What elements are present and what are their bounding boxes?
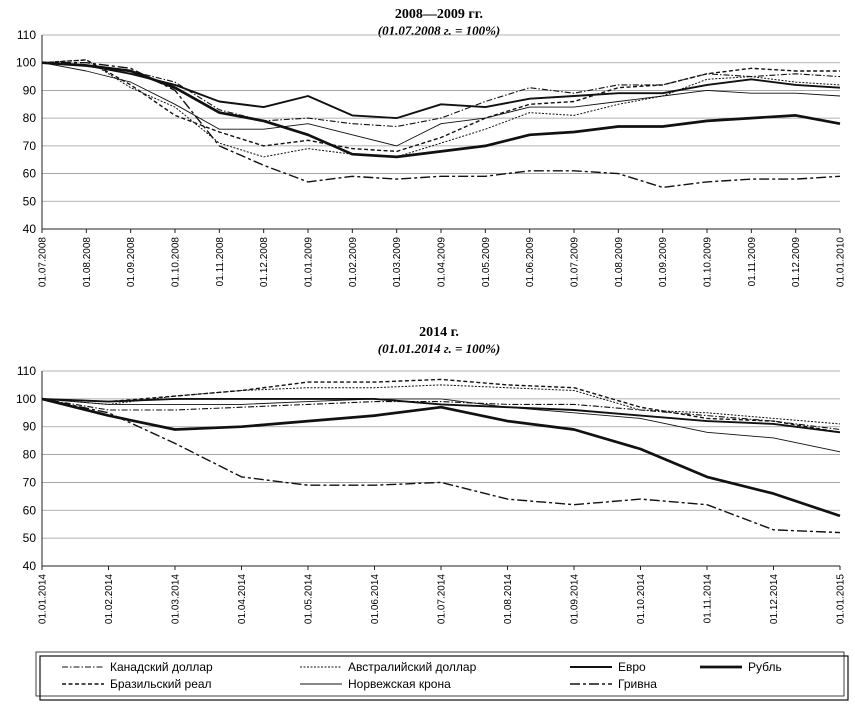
series-line-rub [41,397,841,518]
x-tick-label: 01.05.2009 [481,237,492,287]
legend-label-nok: Норвежская крона [348,677,451,691]
x-tick-label: 01.09.2008 [126,237,137,287]
x-tick-label: 01.08.2009 [614,237,625,287]
y-tick-label: 110 [17,28,36,42]
legend-label-uah: Гривна [618,677,657,691]
y-tick-label: 80 [23,448,37,462]
legend-frame-shadow [35,651,845,697]
legend: Канадский доллар Австралийский доллар Евро… [35,651,849,701]
series-line-eur [41,61,841,120]
x-tick-label: 01.12.2008 [259,237,270,287]
chart-subtitle-2014: (01.01.2014 г. = 100%) [378,341,501,356]
x-tick-label: 01.01.2009 [304,237,315,287]
legend-label-eur: Евро [618,660,646,674]
x-tick-label: 01.12.2014 [769,574,780,624]
x-tick-label: 01.06.2014 [370,574,381,624]
series-line-cad [41,62,841,128]
series-line-eur [41,397,841,434]
x-tick-label: 01.09.2009 [658,237,669,287]
y-tick-label: 100 [16,56,36,70]
x-tick-label: 01.05.2014 [304,574,315,624]
chart-2008-2009: 2008—2009 гг. (01.07.2008 г. = 100%) 40 5… [16,7,847,287]
x-tick-label: 01.08.2008 [82,237,93,287]
y-tick-label: 50 [23,531,37,545]
series-line-rub [41,61,841,159]
x-tick-label: 01.10.2008 [171,237,182,287]
x-tick-label: 01.11.2008 [215,237,226,287]
series-line-nok [41,62,841,147]
x-tick-label: 01.11.2014 [703,574,714,624]
legend-frame [39,655,849,701]
y-tick-label: 40 [23,559,37,573]
legend-label-rub: Рубль [748,660,782,674]
x-tick-label: 01.12.2009 [791,237,802,287]
x-tick-label: 01.02.2014 [104,574,115,624]
y-tick-label: 40 [23,222,37,236]
x-tick-label: 01.09.2014 [570,574,581,624]
y-tick-label: 100 [16,392,36,406]
x-tick-label: 01.01.2015 [836,574,847,624]
x-tick-label: 01.03.2009 [392,237,403,287]
chart-title-2008-2009: 2008—2009 гг. [395,7,483,22]
y-tick-label: 50 [23,194,37,208]
series-line-cad [41,398,841,431]
chart-subtitle-2008-2009: (01.07.2008 г. = 100%) [378,23,501,38]
series-line-aud [41,59,841,158]
chart-2014: 2014 г. (01.01.2014 г. = 100%) 40 50 60 70 8… [16,325,847,624]
y-tick-label: 110 [17,364,36,378]
y-tick-label: 60 [23,167,37,181]
legend-label-brl: Бразильский реал [110,677,212,691]
x-tick-label: 01.01.2010 [836,237,847,287]
x-tick-label: 01.10.2009 [703,237,714,287]
x-tick-label: 01.02.2009 [348,237,359,287]
x-tick-label: 01.07.2009 [570,237,581,287]
x-tick-label: 01.07.2014 [437,574,448,624]
y-tick-label: 70 [23,139,37,153]
series-line-nok [41,398,841,453]
x-tick-label: 01.10.2014 [636,574,647,624]
x-tick-label: 01.04.2009 [437,237,448,287]
x-tick-label: 01.08.2014 [503,574,514,624]
x-tick-label: 01.11.2009 [747,237,758,287]
x-tick-label: 01.03.2014 [171,574,182,624]
y-tick-label: 90 [23,83,37,97]
y-tick-label: 60 [23,503,37,517]
series-line-uah [41,398,841,534]
x-tick-label: 01.07.2008 [38,237,49,287]
chart-title-2014: 2014 г. [419,325,459,340]
legend-label-cad: Канадский доллар [110,660,213,674]
x-tick-label: 01.04.2014 [237,574,248,624]
series-line-brl [41,378,841,433]
series-line-brl [41,59,840,153]
x-tick-label: 01.01.2014 [38,574,49,624]
y-tick-label: 70 [23,475,37,489]
x-tick-label: 01.06.2009 [525,237,536,287]
legend-label-aud: Австралийский доллар [348,660,477,674]
y-tick-label: 80 [23,111,37,125]
y-tick-label: 90 [23,420,37,434]
series-line-uah [42,62,841,189]
